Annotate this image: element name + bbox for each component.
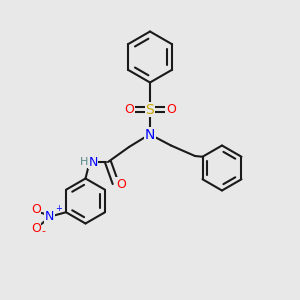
Text: O: O	[166, 103, 176, 116]
Text: N: N	[88, 155, 98, 169]
Text: O: O	[124, 103, 134, 116]
Text: N: N	[145, 128, 155, 142]
Text: S: S	[146, 103, 154, 116]
Text: O: O	[31, 203, 41, 216]
Text: N: N	[45, 210, 54, 223]
Text: -: -	[42, 226, 46, 236]
Text: +: +	[55, 204, 62, 213]
Text: O: O	[116, 178, 126, 191]
Text: O: O	[31, 222, 41, 235]
Text: H: H	[80, 157, 88, 167]
